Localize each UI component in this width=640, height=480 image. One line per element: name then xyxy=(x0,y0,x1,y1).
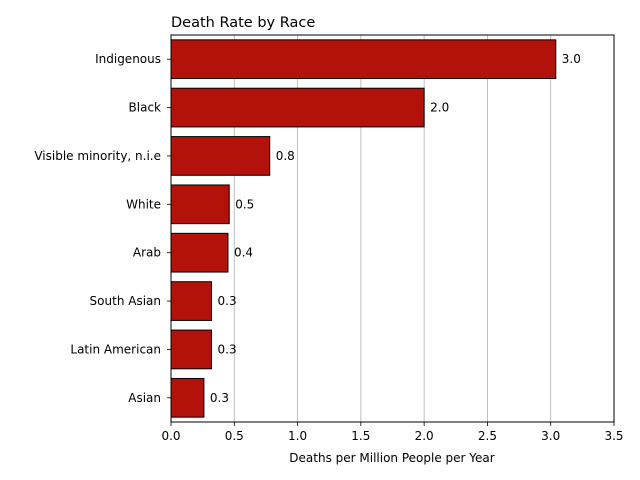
bar xyxy=(170,39,557,80)
y-axis-ticks: Indigenous Black Visible minority, n.i.e Wh… xyxy=(34,52,171,405)
bar xyxy=(170,377,205,418)
data-label: 2.0 xyxy=(430,101,449,115)
y-tick-label: Latin American xyxy=(70,342,161,356)
y-tick-label: Visible minority, n.i.e xyxy=(34,149,161,163)
bar xyxy=(170,329,213,370)
plot-frame xyxy=(170,34,615,423)
data-label: 0.3 xyxy=(218,294,237,308)
bar xyxy=(170,184,230,225)
x-tick-label: 3.5 xyxy=(604,429,623,443)
bar xyxy=(170,87,425,128)
bars xyxy=(170,39,557,418)
x-tick-label: 1.0 xyxy=(288,429,307,443)
data-label: 0.8 xyxy=(276,149,295,163)
data-label: 0.3 xyxy=(218,342,237,356)
x-axis-title: Deaths per Million People per Year xyxy=(289,451,494,465)
y-tick-label: Arab xyxy=(133,246,161,260)
data-label: 0.5 xyxy=(235,197,254,211)
y-tick-label: Black xyxy=(129,101,162,115)
x-axis-ticks: 0.0 0.5 1.0 1.5 2.0 2.5 3.0 3.5 xyxy=(161,422,624,443)
x-tick-label: 0.5 xyxy=(225,429,244,443)
chart-title: Death Rate by Race xyxy=(171,15,315,31)
data-label: 3.0 xyxy=(562,52,581,66)
value-labels: 3.0 2.0 0.8 0.5 0.4 0.3 0.3 0.3 xyxy=(210,52,581,405)
x-tick-label: 0.0 xyxy=(161,429,180,443)
x-tick-label: 2.5 xyxy=(478,429,497,443)
data-label: 0.3 xyxy=(210,391,229,405)
data-label: 0.4 xyxy=(234,246,253,260)
x-tick-label: 1.5 xyxy=(351,429,370,443)
x-tick-label: 2.0 xyxy=(415,429,434,443)
bar xyxy=(170,281,213,321)
y-tick-label: Indigenous xyxy=(95,52,161,66)
y-tick-label: South Asian xyxy=(90,294,161,308)
y-tick-label: Asian xyxy=(128,391,161,405)
y-tick-label: White xyxy=(126,197,161,211)
bar xyxy=(170,232,229,273)
bar xyxy=(170,136,271,176)
x-tick-label: 3.0 xyxy=(541,429,560,443)
